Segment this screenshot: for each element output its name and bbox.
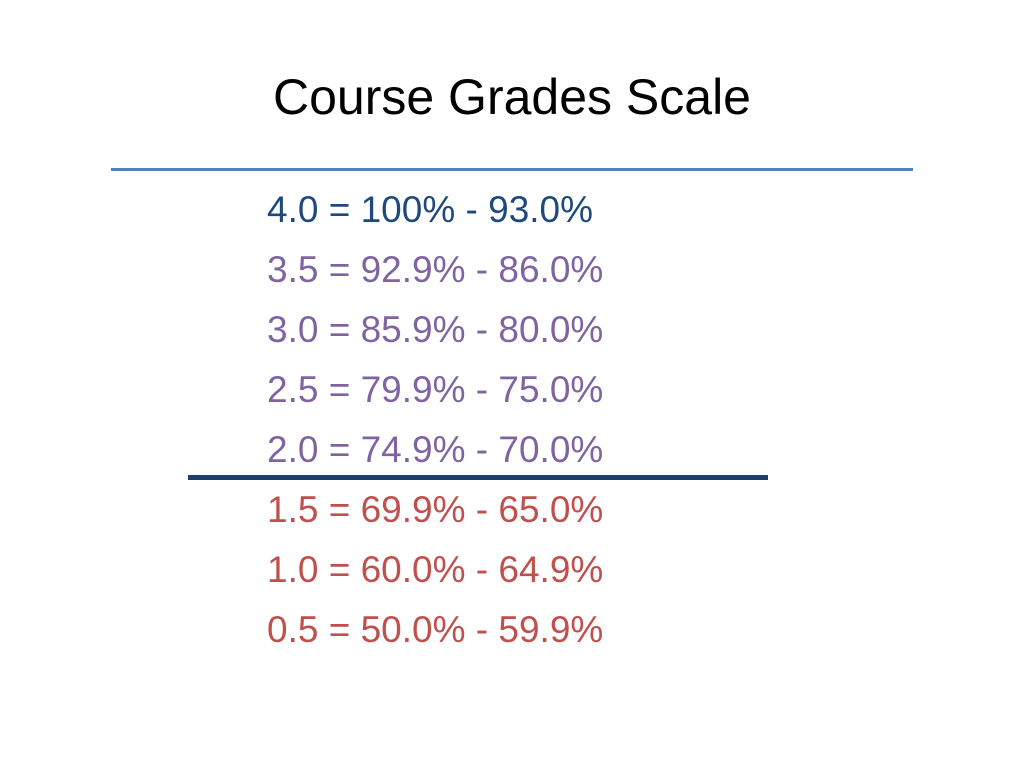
- grade-row-1-0: 1.0 = 60.0% - 64.9%: [267, 549, 604, 590]
- slide-title: Course Grades Scale: [272, 69, 751, 125]
- grade-row-0-5: 0.5 = 50.0% - 59.9%: [267, 609, 604, 650]
- grade-row-4-0: 4.0 = 100% - 93.0%: [267, 189, 594, 230]
- grade-row-1-5: 1.5 = 69.9% - 65.0%: [267, 489, 604, 530]
- grade-list: 4.0 = 100% - 93.0% 3.5 = 92.9% - 86.0% 3…: [267, 182, 603, 662]
- title-divider: [111, 168, 913, 171]
- grade-row-3-5: 3.5 = 92.9% - 86.0%: [267, 249, 604, 290]
- grade-row-3-0: 3.0 = 85.9% - 80.0%: [267, 309, 604, 350]
- grade-row-2-0: 2.0 = 74.9% - 70.0%: [267, 429, 604, 470]
- grade-row-2-5: 2.5 = 79.9% - 75.0%: [267, 369, 604, 410]
- passing-threshold-divider: [188, 475, 768, 480]
